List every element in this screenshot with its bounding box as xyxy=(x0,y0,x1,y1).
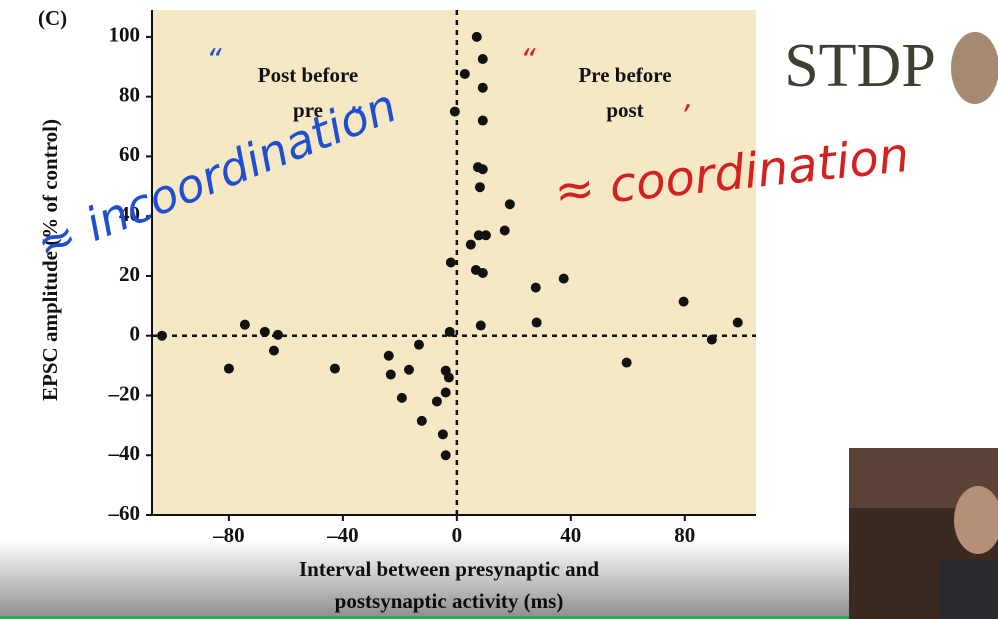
data-point xyxy=(706,334,717,345)
handwriting: “ xyxy=(520,44,536,79)
y-axis-label: EPSC amplitude (% of control) xyxy=(38,119,62,401)
player-overlay xyxy=(0,540,998,619)
data-point xyxy=(474,182,485,193)
handwriting: “ xyxy=(206,44,222,79)
data-point xyxy=(445,257,456,268)
slide-title: STDP xyxy=(784,32,936,100)
data-point xyxy=(383,350,394,361)
data-point xyxy=(156,330,167,341)
y-tick-label: 100 xyxy=(109,23,141,47)
data-point xyxy=(239,319,250,330)
handwriting: ’ xyxy=(680,100,690,135)
webcam-person xyxy=(954,486,998,554)
data-point xyxy=(329,363,340,374)
data-point xyxy=(385,369,396,380)
y-tick-label: –40 xyxy=(108,441,141,465)
data-point xyxy=(259,326,270,337)
data-point xyxy=(272,329,283,340)
data-point xyxy=(477,164,488,175)
data-point xyxy=(444,326,455,337)
y-tick-label: 60 xyxy=(119,142,140,166)
data-point xyxy=(477,267,488,278)
data-point xyxy=(449,106,460,117)
data-point xyxy=(413,339,424,350)
data-point xyxy=(504,199,515,210)
data-point xyxy=(396,392,407,403)
data-point xyxy=(477,115,488,126)
data-point xyxy=(223,363,234,374)
data-point xyxy=(403,364,414,375)
data-point xyxy=(471,31,482,42)
data-point xyxy=(530,282,541,293)
y-tick-label: –20 xyxy=(108,381,141,405)
quadrant-annotation: pre xyxy=(293,98,323,122)
data-point xyxy=(678,296,689,307)
data-point xyxy=(499,225,510,236)
data-point xyxy=(475,320,486,331)
brain-icon xyxy=(951,32,998,104)
y-tick-label: 0 xyxy=(130,322,141,346)
data-point xyxy=(531,317,542,328)
data-point xyxy=(473,230,484,241)
panel-label: (C) xyxy=(38,6,67,30)
data-point xyxy=(558,273,569,284)
data-point xyxy=(443,372,454,383)
data-point xyxy=(480,230,491,241)
quadrant-annotation: post xyxy=(606,98,643,122)
data-point xyxy=(440,450,451,461)
quadrant-annotation: Post before xyxy=(258,63,359,87)
progress-bar[interactable] xyxy=(0,616,998,619)
y-tick-label: 40 xyxy=(119,202,140,226)
data-point xyxy=(477,54,488,65)
x-tick-label: 0 xyxy=(452,523,463,547)
y-tick-label: –60 xyxy=(108,501,141,525)
data-point xyxy=(621,357,632,368)
data-point xyxy=(440,387,451,398)
webcam-body xyxy=(940,560,998,619)
quadrant-annotation: Pre before xyxy=(578,63,671,87)
data-point xyxy=(437,429,448,440)
data-point xyxy=(431,396,442,407)
data-point xyxy=(416,415,427,426)
data-point xyxy=(732,317,743,328)
handwriting: ” xyxy=(346,102,362,137)
data-point xyxy=(459,68,470,79)
y-tick-label: 20 xyxy=(119,262,140,286)
data-point xyxy=(268,345,279,356)
webcam xyxy=(849,448,998,619)
y-tick-label: 80 xyxy=(119,82,140,106)
data-point xyxy=(477,82,488,93)
data-point xyxy=(465,239,476,250)
